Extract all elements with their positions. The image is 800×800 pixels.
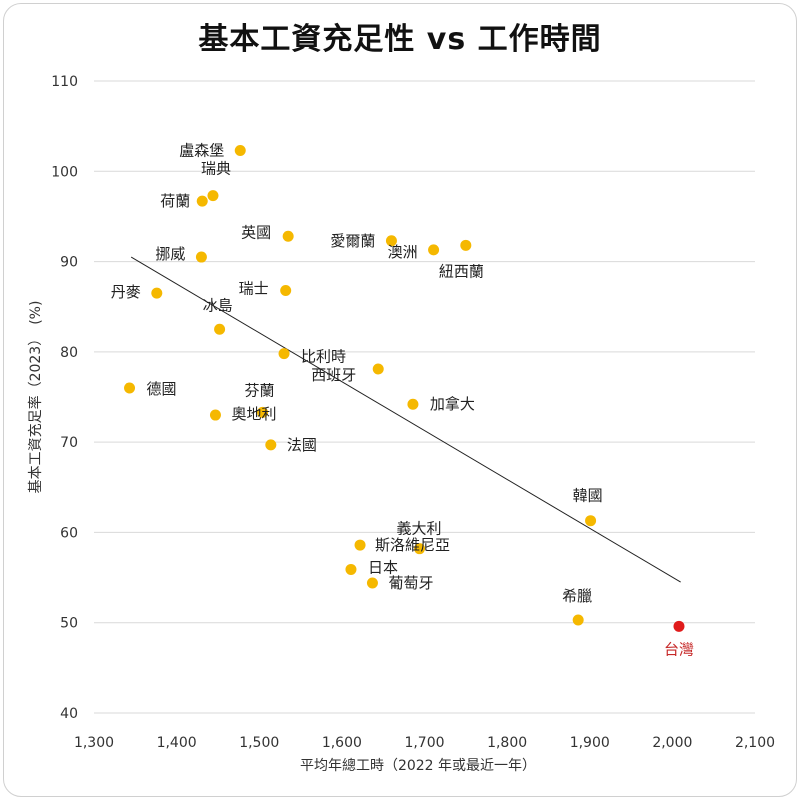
x-tick-label: 1,700 <box>404 735 444 751</box>
point-label: 希臘 <box>562 587 592 605</box>
point-label: 西班牙 <box>311 366 356 384</box>
point-label: 英國 <box>241 223 271 241</box>
y-tick-label: 60 <box>60 525 78 541</box>
data-point <box>673 620 685 632</box>
x-tick-label: 2,100 <box>735 735 775 751</box>
x-tick-label: 1,400 <box>157 735 197 751</box>
x-tick-label: 1,900 <box>570 735 610 751</box>
data-point <box>124 382 136 394</box>
point-label: 日本 <box>368 558 398 576</box>
y-tick-label: 80 <box>60 345 78 361</box>
y-tick-label: 100 <box>51 164 78 180</box>
point-label: 盧森堡 <box>179 142 224 160</box>
point-label: 義大利 <box>397 520 442 538</box>
point-label: 冰島 <box>203 296 233 314</box>
point-label: 斯洛維尼亞 <box>375 536 450 554</box>
point-label: 奧地利 <box>231 405 276 423</box>
x-tick-label: 1,800 <box>487 735 527 751</box>
point-label: 荷蘭 <box>160 192 190 210</box>
data-point <box>214 323 226 335</box>
data-point <box>407 398 419 410</box>
data-point <box>572 614 584 626</box>
data-point <box>414 543 426 555</box>
data-point <box>428 244 440 256</box>
data-point <box>372 363 384 375</box>
data-point <box>257 406 269 418</box>
point-label: 芬蘭 <box>245 381 275 399</box>
y-tick-label: 70 <box>60 435 78 451</box>
x-axis-title: 平均年總工時（2022 年或最近一年） <box>300 757 536 774</box>
data-point <box>282 230 294 242</box>
chart-frame <box>3 3 797 797</box>
point-label: 瑞士 <box>239 279 269 297</box>
x-axis-ticks: 1,300 1,400 1,500 1,600 1,700 1,800 1,900 2,000… <box>74 735 775 751</box>
x-tick-label: 1,500 <box>239 735 279 751</box>
point-label: 法國 <box>287 436 317 454</box>
y-tick-label: 50 <box>60 616 78 632</box>
y-axis-ticks: 40 50 60 70 80 90 100 110 <box>51 74 78 722</box>
point-label: 台灣 <box>664 640 694 658</box>
point-label: 德國 <box>147 380 177 398</box>
data-point <box>345 563 357 575</box>
data-point <box>151 287 163 299</box>
trend-line <box>130 256 681 583</box>
data-point <box>385 235 397 247</box>
data-point <box>366 577 378 589</box>
point-label: 挪威 <box>155 245 185 263</box>
data-point <box>354 539 366 551</box>
point-labels: 盧森堡瑞典荷蘭英國愛爾蘭澳洲紐西蘭 挪威丹麥 瑞士冰島比利時西班牙德國 芬蘭奧地利 加拿… <box>111 142 694 659</box>
point-label: 比利時 <box>301 348 346 366</box>
data-point <box>585 515 597 527</box>
point-label: 韓國 <box>573 487 603 505</box>
x-tick-label: 1,300 <box>74 735 114 751</box>
x-tick-label: 2,000 <box>652 735 692 751</box>
data-point <box>209 409 221 421</box>
y-tick-label: 40 <box>60 706 78 722</box>
y-tick-label: 110 <box>51 74 78 90</box>
y-axis-title: 基本工資充足率（2023） (%) <box>27 301 44 494</box>
data-point <box>460 239 472 251</box>
data-point <box>195 251 207 263</box>
point-label: 葡萄牙 <box>388 574 433 592</box>
point-label: 加拿大 <box>430 395 475 413</box>
point-label: 紐西蘭 <box>439 262 484 280</box>
point-label: 澳洲 <box>388 243 418 261</box>
data-point <box>265 439 277 451</box>
data-point <box>280 284 292 296</box>
chart-title: 基本工資充足性 vs 工作時間 <box>198 22 602 57</box>
point-label: 瑞典 <box>201 160 231 178</box>
y-tick-label: 90 <box>60 255 78 271</box>
data-point <box>278 348 290 360</box>
grid-lines <box>94 80 755 714</box>
point-label: 丹麥 <box>111 283 141 301</box>
x-tick-label: 1,600 <box>322 735 362 751</box>
data-point <box>234 145 246 157</box>
data-point <box>196 195 208 207</box>
data-points <box>124 145 685 632</box>
point-label: 愛爾蘭 <box>330 232 375 250</box>
data-point <box>207 190 219 202</box>
